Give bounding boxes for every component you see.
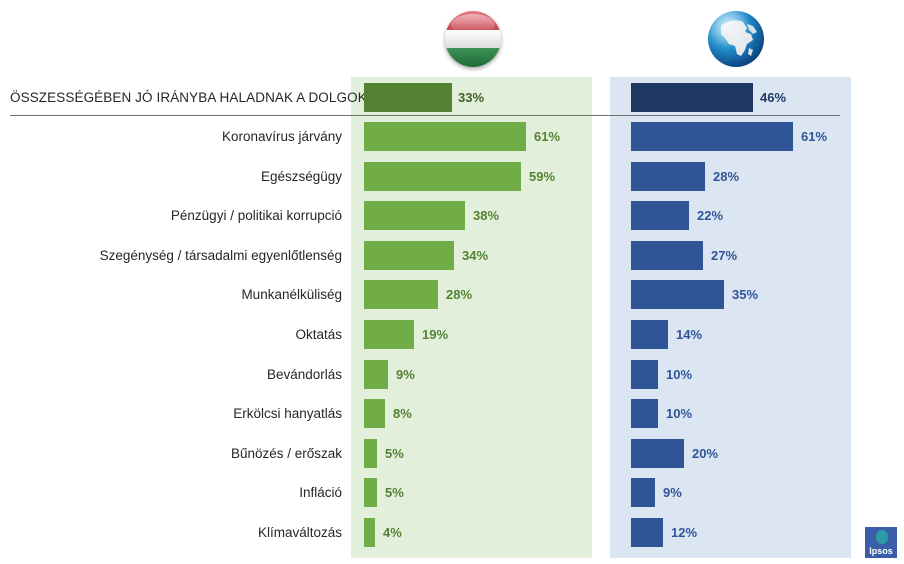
hungary-value: 5% xyxy=(385,446,404,461)
category-label: Bűnözés / erőszak xyxy=(230,446,342,461)
hungary-bar xyxy=(364,320,414,349)
hungary-value: 9% xyxy=(396,367,415,382)
hungary-value: 19% xyxy=(422,327,449,342)
category-label: Infláció xyxy=(299,485,342,500)
category-label: Szegénység / társadalmi egyenlőtlenség xyxy=(99,248,342,263)
global-value: 35% xyxy=(732,287,759,302)
global-value: 20% xyxy=(692,446,719,461)
hungary-bar xyxy=(364,439,377,468)
global-value: 27% xyxy=(711,248,738,263)
hungary-overall-value: 33% xyxy=(458,90,485,105)
hungary-value: 61% xyxy=(534,129,561,144)
global-value: 61% xyxy=(801,129,828,144)
global-overall-value: 46% xyxy=(760,90,787,105)
globe-icon xyxy=(708,11,764,67)
global-bar xyxy=(631,478,655,507)
hungary-value: 28% xyxy=(446,287,473,302)
category-label: Koronavírus járvány xyxy=(221,129,342,144)
overall-direction-label: ÖSSZESSÉGÉBEN JÓ IRÁNYBA HALADNAK A DOLG… xyxy=(10,90,367,105)
category-label: Bevándorlás xyxy=(266,367,342,382)
hungary-bar xyxy=(364,241,454,270)
global-bar xyxy=(631,241,703,270)
hungary-value: 5% xyxy=(385,485,404,500)
global-bar xyxy=(631,201,689,230)
hungary-bar xyxy=(364,122,526,151)
global-bar xyxy=(631,518,663,547)
hungary-bar xyxy=(364,478,377,507)
hungary-bar xyxy=(364,360,388,389)
hungary-value: 34% xyxy=(462,248,489,263)
global-value: 12% xyxy=(671,525,698,540)
global-column-panel xyxy=(610,77,851,558)
ipsos-logo-mark-icon xyxy=(876,530,888,544)
hungary-bar xyxy=(364,162,521,191)
global-value: 14% xyxy=(676,327,703,342)
global-value: 22% xyxy=(697,208,724,223)
global-overall-bar xyxy=(631,83,753,112)
global-value: 28% xyxy=(713,169,740,184)
global-bar xyxy=(631,399,658,428)
hungary-value: 38% xyxy=(473,208,500,223)
hungary-value: 4% xyxy=(383,525,402,540)
global-bar xyxy=(631,360,658,389)
header-divider-line xyxy=(10,115,840,116)
global-bar xyxy=(631,280,724,309)
global-bar xyxy=(631,439,684,468)
hungary-bar xyxy=(364,518,375,547)
hungary-overall-bar xyxy=(364,83,452,112)
category-label: Pénzügyi / politikai korrupció xyxy=(170,208,342,223)
hungary-flag-icon xyxy=(445,11,501,67)
global-bar xyxy=(631,162,705,191)
ipsos-logo: Ipsos xyxy=(865,527,897,558)
hungary-bar xyxy=(364,280,438,309)
global-value: 10% xyxy=(666,367,693,382)
global-value: 10% xyxy=(666,406,693,421)
hungary-bar xyxy=(364,201,465,230)
category-label: Munkanélküliség xyxy=(241,287,342,302)
hungary-column-panel xyxy=(351,77,592,558)
category-label: Erkölcsi hanyatlás xyxy=(233,406,342,421)
global-bar xyxy=(631,122,793,151)
category-label: Egészségügy xyxy=(260,169,342,184)
ipsos-logo-text: Ipsos xyxy=(869,546,893,556)
category-label: Klímaváltozás xyxy=(257,525,342,540)
category-label: Oktatás xyxy=(295,327,342,342)
hungary-value: 59% xyxy=(529,169,556,184)
hungary-bar xyxy=(364,399,385,428)
hungary-value: 8% xyxy=(393,406,412,421)
global-value: 9% xyxy=(663,485,682,500)
global-bar xyxy=(631,320,668,349)
